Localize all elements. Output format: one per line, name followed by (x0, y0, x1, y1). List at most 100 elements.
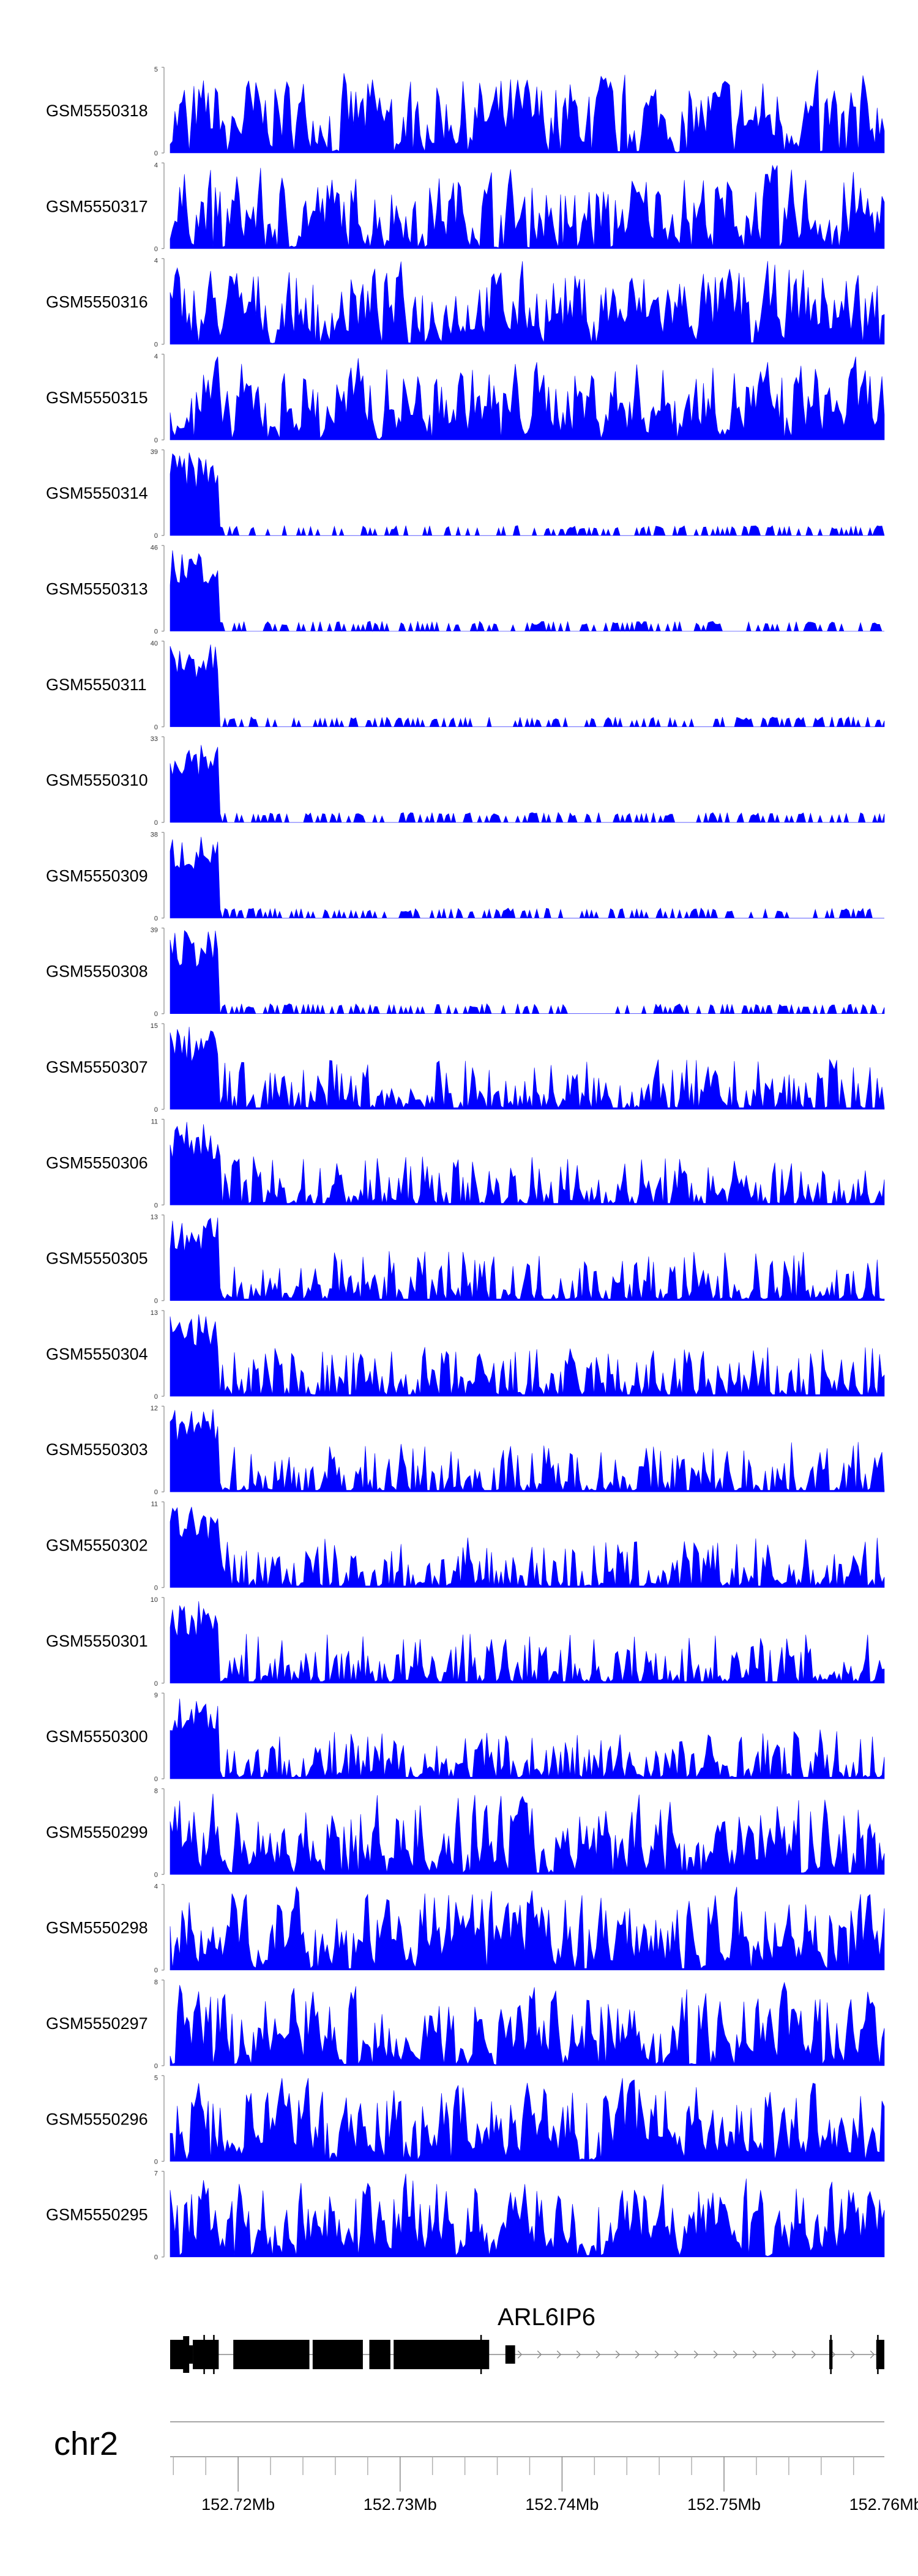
track-ymax-label: 4 (154, 353, 158, 360)
track-label: GSM5550309 (46, 866, 148, 885)
coverage-area (170, 1981, 885, 2066)
coverage-area (170, 1793, 885, 1875)
track-ymin-label: 0 (154, 341, 158, 349)
track-GSM5550311: GSM5550311 40 0 (46, 640, 885, 731)
track-ymax-label: 33 (151, 735, 158, 743)
coverage-area (170, 356, 885, 441)
track-label: GSM5550302 (46, 1536, 148, 1555)
track-ymin-label: 0 (154, 1298, 158, 1305)
track-GSM5550304: GSM5550304 13 0 (46, 1309, 885, 1401)
track-ymin-label: 0 (154, 1871, 158, 1878)
track-label: GSM5550300 (46, 1727, 148, 1746)
track-GSM5550306: GSM5550306 11 0 (46, 1118, 885, 1209)
coverage-area (170, 2078, 885, 2162)
strand-arrow (733, 2350, 738, 2359)
track-GSM5550315: GSM5550315 4 0 (46, 353, 885, 444)
coverage-area (170, 1699, 885, 1779)
coverage-area (170, 644, 885, 728)
track-GSM5550295: GSM5550295 7 0 (46, 2170, 885, 2261)
coverage-area (170, 1409, 885, 1492)
track-ymax-label: 4 (154, 162, 158, 169)
track-ymax-label: 40 (151, 640, 158, 647)
strand-arrow (811, 2350, 816, 2359)
chromosome-label: chr2 (54, 2425, 118, 2462)
track-ymax-label: 4 (154, 1883, 158, 1891)
axis-tick-label: 152.75Mb (687, 2495, 761, 2514)
track-label: GSM5550310 (46, 771, 148, 789)
track-label: GSM5550303 (46, 1440, 148, 1459)
coverage-area (170, 1217, 885, 1301)
track-label: GSM5550306 (46, 1153, 148, 1172)
track-label: GSM5550311 (46, 676, 147, 694)
track-ymax-label: 13 (151, 1214, 158, 1221)
track-ymin-label: 0 (154, 1106, 158, 1114)
coverage-area (170, 165, 885, 249)
track-ymin-label: 0 (154, 150, 158, 157)
gene-name-label: ARL6IP6 (498, 2304, 595, 2331)
gene-exon (369, 2340, 390, 2369)
track-ymax-label: 11 (151, 1118, 158, 1125)
track-GSM5550305: GSM5550305 13 0 (46, 1214, 885, 1305)
track-ymax-label: 15 (151, 1022, 158, 1030)
track-ymax-label: 9 (154, 1692, 158, 1699)
coverage-area (170, 1314, 885, 1397)
strand-arrow (556, 2350, 562, 2359)
coverage-area (170, 2173, 885, 2257)
track-GSM5550300: GSM5550300 9 0 (46, 1692, 885, 1783)
strand-arrow (693, 2350, 699, 2359)
strand-arrow (850, 2350, 856, 2359)
strand-arrow (517, 2350, 523, 2359)
track-label: GSM5550315 (46, 389, 148, 407)
track-label: GSM5550298 (46, 1919, 148, 1937)
track-GSM5550314: GSM5550314 39 0 (46, 449, 885, 540)
track-GSM5550298: GSM5550298 4 0 (46, 1883, 885, 1975)
gene-annotation-track: ARL6IP6 (170, 2304, 884, 2374)
track-ymin-label: 0 (154, 819, 158, 827)
coverage-area (170, 745, 885, 824)
track-ymax-label: 39 (151, 927, 158, 934)
track-ymin-label: 0 (154, 2158, 158, 2165)
coverage-area (170, 70, 885, 154)
track-label: GSM5550316 (46, 293, 148, 311)
track-ymax-label: 11 (151, 1501, 158, 1508)
coverage-area (170, 930, 885, 1014)
track-ymin-label: 0 (154, 1967, 158, 1975)
coverage-area (170, 261, 885, 344)
track-ymax-label: 7 (154, 2170, 158, 2178)
track-ymin-label: 0 (154, 1489, 158, 1496)
track-GSM5550301: GSM5550301 10 0 (46, 1596, 885, 1688)
track-label: GSM5550295 (46, 2206, 148, 2224)
axis-tick-label: 152.76Mb (849, 2495, 918, 2514)
strand-arrow (654, 2350, 660, 2359)
axis-tick-label: 152.74Mb (525, 2495, 599, 2514)
strand-arrow (713, 2350, 718, 2359)
gene-exon (193, 2340, 219, 2369)
coverage-area (170, 1506, 885, 1588)
track-ymax-label: 8 (154, 1787, 158, 1795)
track-ymax-label: 5 (154, 2074, 158, 2082)
track-label: GSM5550301 (46, 1632, 148, 1650)
track-label: GSM5550307 (46, 1058, 148, 1076)
track-label: GSM5550299 (46, 1823, 148, 1841)
gene-exon (170, 2340, 185, 2369)
strand-arrow (752, 2350, 758, 2359)
track-ymax-label: 8 (154, 1979, 158, 1986)
track-ymin-label: 0 (154, 532, 158, 540)
gene-exon (312, 2340, 363, 2369)
track-ymax-label: 5 (154, 66, 158, 73)
track-label: GSM5550317 (46, 197, 148, 215)
track-ymax-label: 46 (151, 545, 158, 552)
track-label: GSM5550313 (46, 580, 148, 598)
coverage-area (170, 1027, 885, 1110)
gene-exon (505, 2345, 515, 2364)
strand-arrow (635, 2350, 640, 2359)
track-GSM5550318: GSM5550318 5 0 (46, 66, 885, 157)
track-GSM5550297: GSM5550297 8 0 (46, 1979, 885, 2070)
track-GSM5550310: GSM5550310 33 0 (46, 735, 885, 827)
coverage-tracks: GSM555031850GSM555031740GSM555031640GSM5… (46, 66, 885, 2261)
track-ymin-label: 0 (154, 245, 158, 253)
gene-exon (233, 2340, 310, 2369)
track-ymin-label: 0 (154, 2254, 158, 2261)
strand-arrow (615, 2350, 621, 2359)
